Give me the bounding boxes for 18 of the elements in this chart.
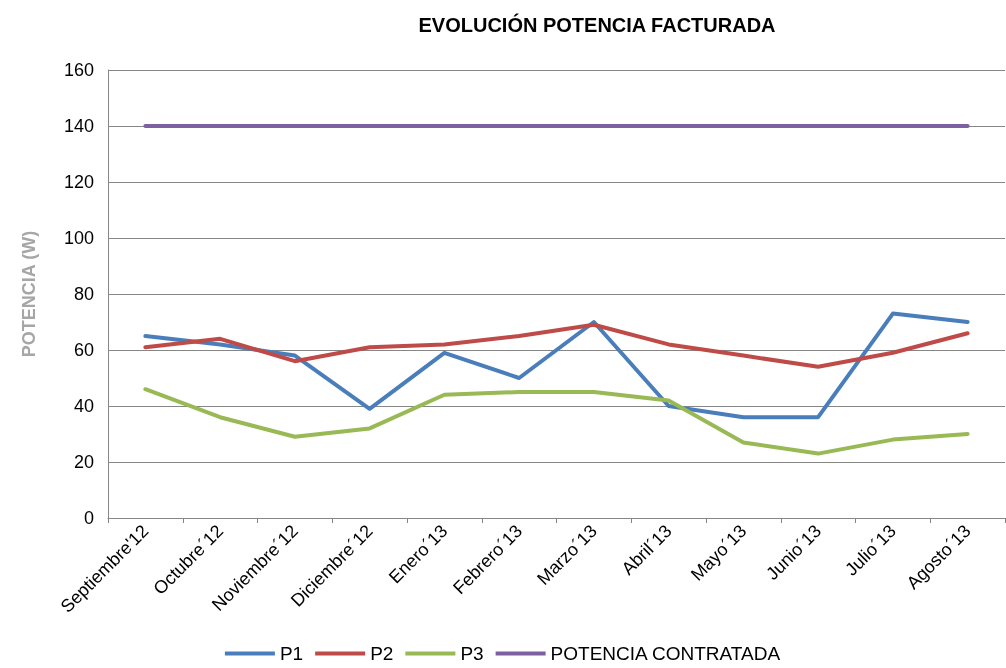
line-series <box>143 322 970 369</box>
legend-label: P2 <box>370 643 394 664</box>
y-tick-label: 100 <box>63 228 94 248</box>
legend-label: POTENCIA CONTRATADA <box>550 643 781 664</box>
chart-title: EVOLUCIÓN POTENCIA FACTURADA <box>418 13 776 36</box>
y-tick-label: 160 <box>63 60 94 80</box>
y-tick-label: 120 <box>63 172 94 192</box>
y-tick-label: 80 <box>73 284 94 304</box>
y-tick-label: 140 <box>63 116 94 136</box>
y-axis-title: POTENCIA (W) <box>19 230 39 358</box>
legend-label: P1 <box>279 643 304 664</box>
legend-label: P3 <box>460 643 484 664</box>
line-series <box>143 387 970 456</box>
line-series <box>143 311 970 420</box>
y-tick-label: 60 <box>73 340 94 360</box>
y-tick-label: 0 <box>83 508 94 528</box>
y-tick-label: 40 <box>73 396 94 416</box>
y-tick-label: 20 <box>73 452 94 472</box>
